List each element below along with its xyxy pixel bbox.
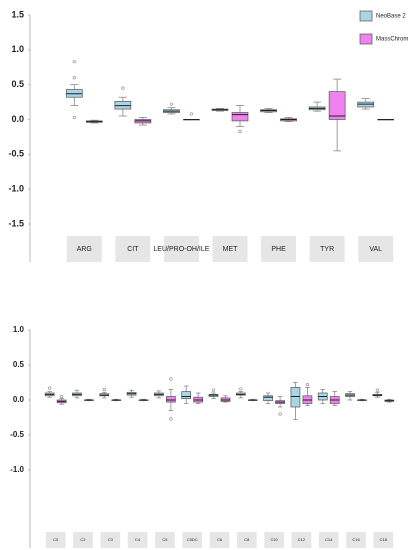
- category-box: [127, 532, 148, 548]
- x-tick-label: VAL: [369, 246, 382, 253]
- outlier: [211, 388, 216, 392]
- x-tick-label: C0: [53, 537, 59, 542]
- y-tick-label: 0.0: [13, 395, 25, 404]
- legend-label: NeoBase 2: [376, 14, 406, 20]
- x-tick-label: C18: [380, 537, 388, 542]
- outlier: [375, 388, 379, 392]
- x-tick-label: C5DC: [187, 537, 198, 542]
- legend-swatch: [359, 10, 373, 22]
- category-box: [115, 236, 151, 262]
- outlier: [72, 60, 76, 64]
- category-box: [209, 532, 230, 548]
- x-tick-label: C6: [217, 537, 223, 542]
- category-box: [100, 532, 121, 548]
- category-box: [261, 236, 297, 262]
- x-tick-label: C2: [80, 537, 86, 542]
- x-tick-label: C8: [244, 537, 250, 542]
- y-tick-label: 0.5: [11, 79, 24, 89]
- outlier: [278, 412, 282, 416]
- y-tick-label: -1.5: [8, 218, 24, 228]
- x-tick-label: C3: [108, 537, 114, 542]
- y-tick-label: 1.5: [11, 9, 24, 19]
- legend-label: MassChrom: [376, 37, 408, 43]
- category-box: [212, 236, 248, 262]
- x-tick-label: TYR: [320, 246, 334, 253]
- x-tick-label: C4: [135, 537, 141, 542]
- y-tick-label: -0.5: [10, 430, 24, 439]
- box: [290, 387, 301, 408]
- outlier: [121, 86, 125, 90]
- legend-swatch: [359, 33, 373, 45]
- x-tick-label: C12: [298, 537, 306, 542]
- category-box: [291, 532, 312, 548]
- outlier: [102, 387, 106, 392]
- outlier: [169, 102, 174, 106]
- category-box: [373, 532, 394, 548]
- y-tick-label: -0.5: [8, 149, 24, 159]
- category-box: [45, 532, 66, 548]
- category-box: [182, 532, 203, 548]
- y-tick-label: 1.0: [13, 325, 25, 334]
- y-tick-label: -1.0: [8, 184, 24, 194]
- box: [231, 112, 249, 122]
- x-tick-label: C10: [270, 537, 278, 542]
- y-tick-label: -1.0: [10, 465, 24, 474]
- x-tick-label: LEU/PRO-OH/ILE: [153, 246, 209, 253]
- category-box: [66, 236, 102, 262]
- box: [181, 391, 192, 399]
- x-tick-label: C16: [352, 537, 360, 542]
- x-tick-label: MET: [223, 246, 239, 253]
- box: [166, 396, 176, 403]
- x-tick-label: PHE: [271, 246, 286, 253]
- category-box: [346, 532, 366, 548]
- y-tick-label: 0.5: [13, 360, 25, 369]
- category-box: [163, 236, 199, 262]
- outlier: [305, 383, 310, 387]
- x-tick-label: C14: [325, 537, 333, 542]
- outlier: [239, 387, 243, 391]
- category-box: [318, 532, 339, 548]
- category-box: [358, 236, 394, 262]
- outlier: [60, 394, 64, 399]
- outlier: [72, 115, 76, 120]
- category-box: [264, 532, 284, 548]
- outlier: [169, 417, 173, 421]
- category-box: [309, 236, 345, 262]
- category-box: [236, 532, 257, 548]
- y-tick-label: 0.0: [11, 114, 24, 124]
- x-tick-label: C5: [162, 537, 168, 542]
- x-tick-label: ARG: [77, 246, 92, 253]
- outlier: [72, 76, 76, 80]
- y-tick-label: 1.0: [11, 44, 24, 54]
- box: [328, 91, 346, 120]
- outlier: [238, 129, 242, 133]
- category-box: [73, 532, 93, 548]
- category-box: [155, 532, 175, 548]
- outlier: [189, 112, 194, 116]
- outlier: [169, 377, 173, 381]
- x-tick-label: CIT: [127, 246, 139, 253]
- outlier: [48, 386, 52, 390]
- box: [263, 395, 273, 402]
